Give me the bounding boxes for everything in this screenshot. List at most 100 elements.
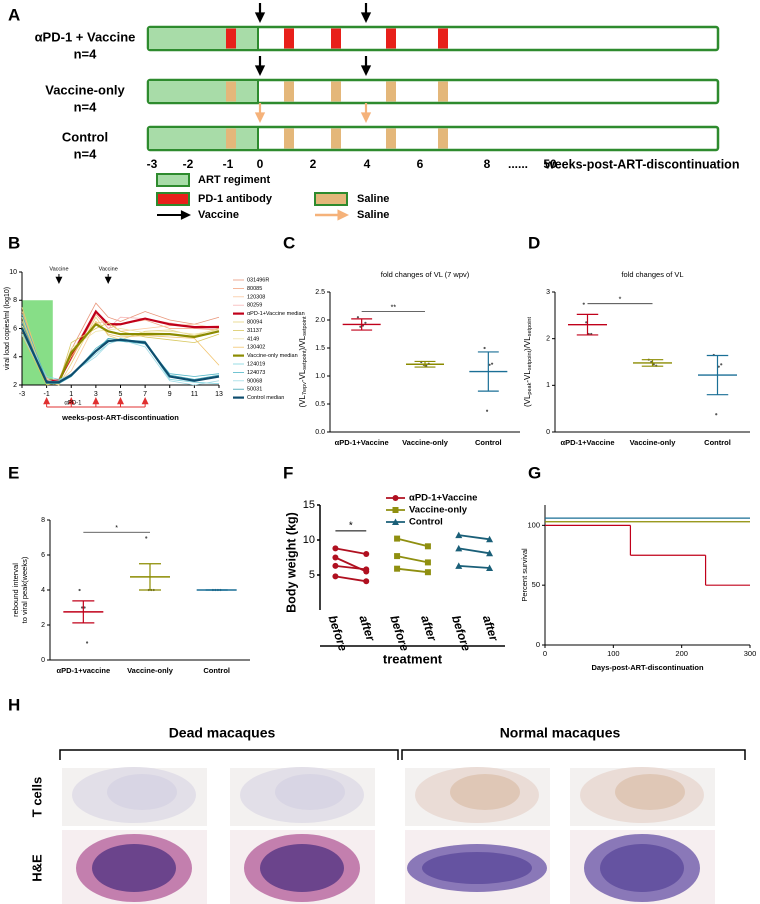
arrow	[254, 103, 266, 123]
series-line	[21, 322, 220, 384]
y-axis-label-part: -VL	[298, 369, 307, 382]
axis-label: weeks-post-ART-discontinuation	[544, 157, 739, 171]
y-tick-label: 6	[41, 552, 45, 559]
x-tick-label: -1	[44, 391, 50, 398]
y-tick-label: 1	[546, 382, 550, 389]
x-tick-label: 100	[607, 649, 620, 658]
antibody-dose	[331, 28, 341, 49]
error-bar	[477, 351, 499, 392]
marker	[332, 562, 339, 569]
marker	[392, 518, 399, 525]
marker	[486, 564, 494, 571]
tissue	[260, 844, 344, 892]
arrow-head	[360, 112, 372, 123]
arrow	[117, 397, 124, 407]
y-axis-label: Percent survival	[520, 548, 529, 602]
arrow-head	[360, 65, 372, 76]
legend-label: 124019	[247, 361, 265, 367]
y-axis-label-part: setpoint	[527, 317, 533, 337]
arrow	[141, 397, 149, 407]
legend-label: 31137	[247, 328, 262, 334]
group-label: Normal macaques	[500, 725, 621, 741]
y-tick-label: 4	[13, 354, 17, 361]
series-line	[21, 309, 219, 382]
tissue	[450, 774, 520, 810]
tissue	[615, 774, 685, 810]
data-point	[582, 302, 585, 305]
arrow	[360, 103, 372, 123]
legend-label: Control	[409, 517, 443, 528]
panel-label: B	[8, 233, 20, 252]
group-name: Control	[62, 129, 108, 144]
annotation: Vaccine	[99, 266, 118, 272]
legend-label: Vaccine-only	[409, 505, 468, 516]
legend-label: PD-1 antibody	[198, 193, 273, 205]
y-tick-label: 2	[41, 622, 45, 629]
antibody-dose	[386, 28, 396, 49]
x-tick-label: Control	[704, 438, 731, 447]
x-tick-label: 3	[94, 391, 98, 398]
pair-line	[335, 575, 367, 583]
legend-label: 50031	[247, 387, 262, 393]
panel-label: A	[8, 5, 20, 24]
x-tick-label: αPD-1+Vaccine	[335, 438, 389, 447]
series-line	[21, 316, 220, 386]
y-tick-label: 5	[309, 569, 315, 581]
y-tick-label: 50	[532, 580, 540, 589]
marker	[332, 545, 339, 552]
y-axis-label-part: (VL	[298, 394, 307, 407]
arrow	[104, 274, 112, 284]
marker	[394, 565, 401, 572]
art-shade	[22, 300, 53, 385]
x-tick-label: 0	[543, 649, 547, 658]
arrow	[92, 397, 100, 407]
saline-dose	[438, 128, 448, 149]
legend-label: Saline	[357, 193, 389, 205]
marker	[455, 531, 463, 539]
arrow	[315, 209, 349, 221]
significance-label: *	[619, 297, 622, 304]
data-point	[356, 316, 360, 319]
y-tick-label: 1.5	[315, 345, 325, 352]
y-tick-label: 2.0	[315, 317, 325, 324]
x-tick-label: Vaccine-only	[402, 438, 449, 447]
y-axis-label-part: )/VL	[523, 336, 532, 351]
x-tick-label: after	[356, 614, 378, 644]
arrow-head	[337, 209, 349, 221]
arrow-head	[254, 12, 266, 23]
data-point	[78, 588, 81, 592]
arrow-head	[254, 65, 266, 76]
y-tick-label: 0.0	[315, 429, 325, 436]
data-point	[485, 409, 489, 412]
arrow-head	[67, 397, 75, 405]
tissue	[107, 774, 177, 810]
significance-label: **	[391, 304, 397, 311]
legend-label: Vaccine-only median	[247, 353, 298, 359]
data-point	[483, 346, 486, 350]
arrow-head	[254, 112, 266, 123]
y-axis-label-part: setpoint	[302, 350, 308, 370]
data-point	[490, 362, 494, 365]
y-axis-label-part: setpoint	[527, 350, 533, 370]
marker	[363, 551, 370, 557]
group-n: n=4	[74, 146, 98, 161]
legend-label: 90068	[247, 378, 262, 384]
x-tick-label: 300	[744, 649, 757, 658]
pair-line	[458, 547, 490, 555]
data-point	[359, 325, 362, 328]
panel-label: H	[8, 695, 20, 714]
y-tick-label: 2.5	[315, 289, 325, 296]
error-bar	[139, 563, 161, 591]
data-point	[85, 641, 89, 644]
y-tick-label: 10	[303, 534, 315, 546]
group-label: Dead macaques	[169, 725, 276, 741]
pair-line	[335, 565, 367, 571]
pair-line	[458, 565, 490, 569]
pair-line	[458, 534, 490, 541]
y-tick-label: 2	[13, 382, 17, 389]
legend-label: 80259	[247, 303, 262, 309]
marker	[363, 578, 370, 585]
x-tick-label: Control	[475, 438, 502, 447]
chart-title: fold changes of VL	[621, 270, 683, 279]
y-tick-label: 0	[41, 657, 45, 664]
